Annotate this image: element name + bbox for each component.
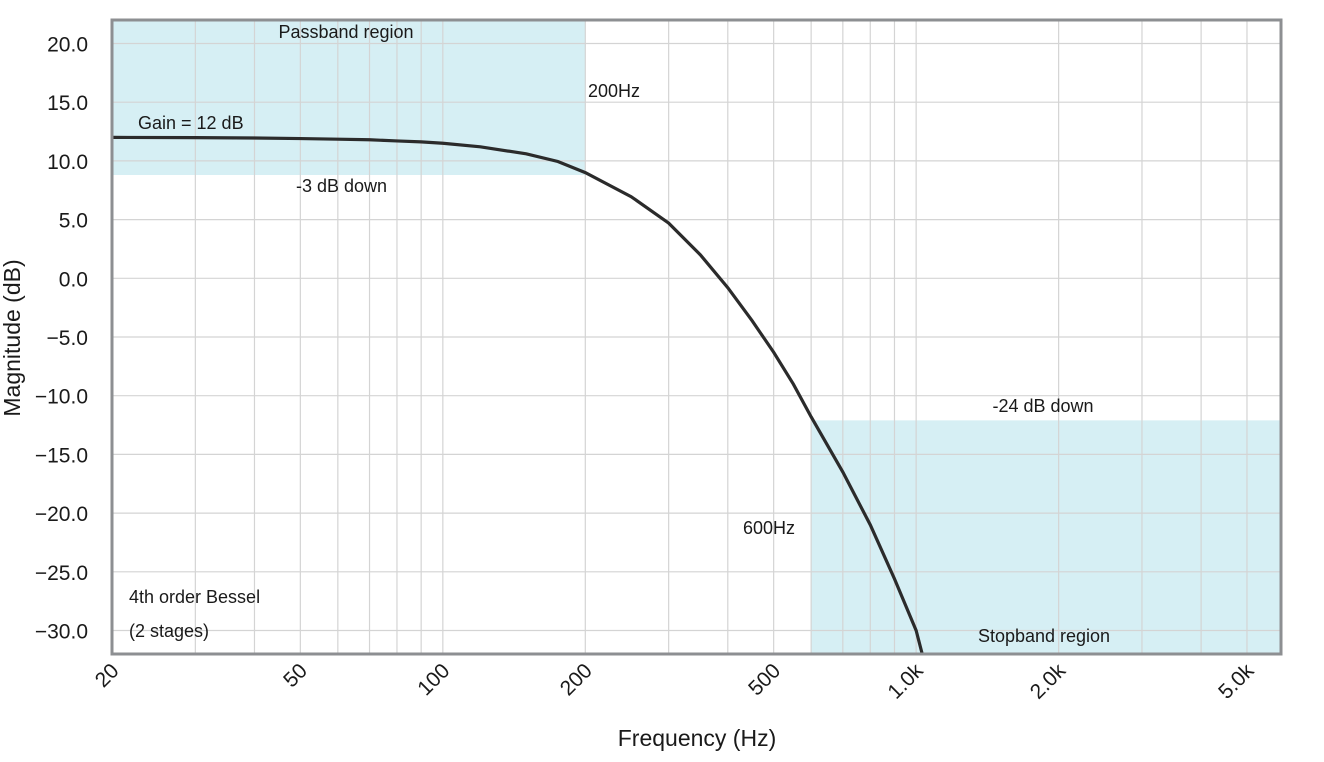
- bessel-order-label: 4th order Bessel: [129, 587, 260, 607]
- gain-label: Gain = 12 dB: [138, 113, 244, 133]
- passband-region-label: Passband region: [278, 22, 413, 42]
- y-tick-label: −30.0: [35, 621, 88, 644]
- passband-region: [112, 20, 586, 175]
- gridlines: [111, 20, 1281, 654]
- y-tick-label: 5.0: [59, 210, 88, 233]
- x-tick-label: 20: [91, 659, 124, 692]
- response-curve: [111, 135, 924, 655]
- x-tick-label: 1.0k: [883, 659, 928, 704]
- y-tick-label: −15.0: [35, 444, 88, 467]
- minus-3db-label: -3 dB down: [296, 176, 387, 196]
- y-tick-label: −5.0: [47, 327, 88, 350]
- y-tick-label: −10.0: [35, 386, 88, 409]
- stopband-region-label: Stopband region: [978, 626, 1110, 646]
- x-tick-label: 100: [413, 659, 454, 700]
- stopband-region: [811, 420, 1281, 654]
- y-tick-label: 15.0: [47, 92, 88, 115]
- y-tick-label: 20.0: [47, 33, 88, 56]
- f600-label: 600Hz: [743, 518, 795, 538]
- f200-label: 200Hz: [588, 81, 640, 101]
- y-tick-label: −20.0: [35, 503, 88, 526]
- x-axis-label: Frequency (Hz): [618, 725, 776, 751]
- x-tick-label: 200: [556, 659, 597, 700]
- x-tick-label: 2.0k: [1026, 659, 1071, 704]
- x-tick-label: 500: [744, 659, 785, 700]
- plot-frame: [110, 18, 1283, 656]
- response-curve-layer: [111, 135, 924, 655]
- shaded-regions: [112, 20, 1281, 654]
- x-tick-label: 50: [279, 659, 312, 692]
- y-tick-label: 0.0: [59, 268, 88, 291]
- minus-24db-label: -24 dB down: [992, 396, 1093, 416]
- y-tick-labels: 20.0 15.0 10.0 5.0 0.0 −5.0 −10.0 −15.0 −20.0 −25…: [35, 33, 88, 643]
- bessel-stages-label: (2 stages): [129, 621, 209, 641]
- x-tick-labels: 20 50 100 200 500 1.0k 2.0k 5.0k: [91, 659, 1259, 704]
- y-tick-label: 10.0: [47, 151, 88, 174]
- y-tick-label: −25.0: [35, 562, 88, 585]
- x-tick-label: 5.0k: [1214, 659, 1259, 704]
- y-axis-label: Magnitude (dB): [0, 259, 25, 416]
